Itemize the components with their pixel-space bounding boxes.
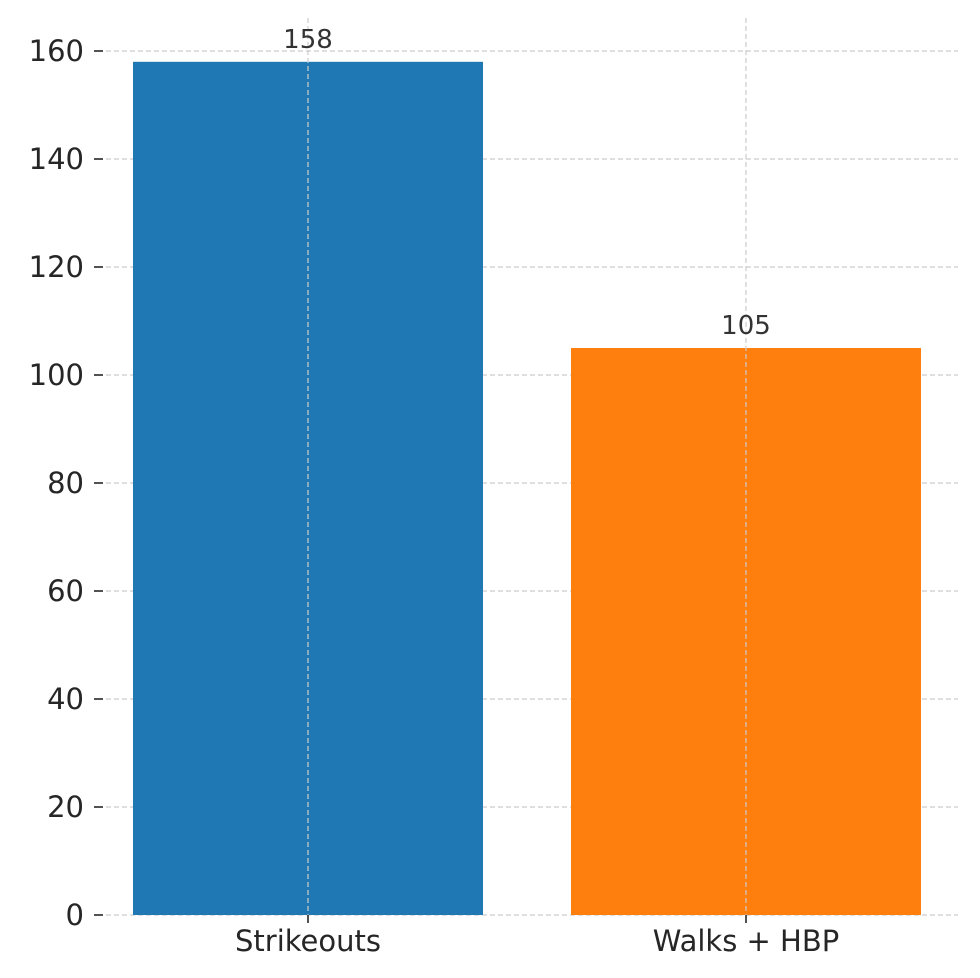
y-tick-label-60: 60 (47, 574, 84, 608)
y-tick-label-140: 140 (29, 142, 84, 176)
labels: 0 20 40 60 80 100 120 140 160 Strikeouts Walks + H… (29, 25, 840, 958)
y-tick-label-0: 0 (66, 898, 84, 932)
y-tick-label-120: 120 (29, 250, 84, 284)
y-tick-label-100: 100 (29, 358, 84, 392)
vertical-grid-lines (307, 18, 747, 915)
x-tick-label-strikeouts: Strikeouts (235, 924, 381, 958)
x-tick-label-walks-hbp: Walks + HBP (653, 924, 839, 958)
bars (133, 61, 921, 916)
y-tick-label-160: 160 (29, 34, 84, 68)
grid-lines (106, 50, 958, 916)
y-tick-label-80: 80 (47, 466, 84, 500)
y-tick-label-40: 40 (47, 682, 84, 716)
data-label-105: 105 (721, 311, 771, 341)
y-tick-label-20: 20 (47, 790, 84, 824)
axes (94, 50, 747, 923)
data-label-158: 158 (283, 25, 333, 55)
